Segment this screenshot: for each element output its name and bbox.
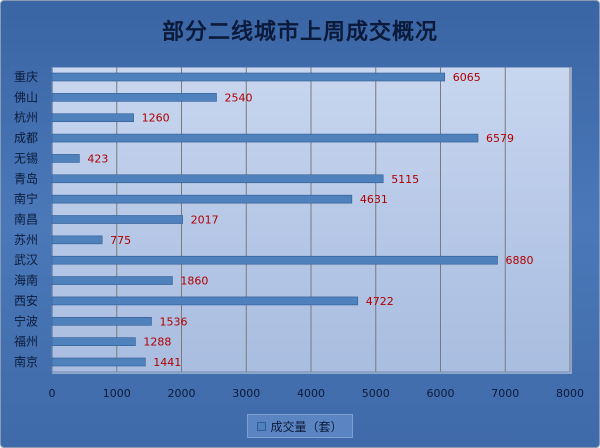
bar-重庆 — [51, 72, 446, 82]
x-tick-label-4000: 4000 — [297, 387, 325, 400]
x-tick-label-3000: 3000 — [232, 387, 260, 400]
data-label-西安: 4722 — [366, 295, 394, 308]
data-label-无锡: 423 — [87, 152, 108, 165]
category-label-福州: 福州 — [14, 334, 38, 349]
bar-佛山 — [51, 93, 217, 102]
category-label-重庆: 重庆 — [14, 70, 38, 84]
bar-南昌 — [51, 215, 183, 224]
data-label-南昌: 2017 — [191, 214, 219, 227]
bar-无锡 — [51, 154, 80, 163]
x-tick-label-1000: 1000 — [103, 387, 131, 400]
bar-西安 — [51, 296, 359, 306]
data-label-成都: 6579 — [486, 132, 514, 145]
category-label-海南: 海南 — [14, 273, 38, 288]
category-label-佛山: 佛山 — [14, 90, 38, 104]
bar-苏州 — [51, 235, 103, 245]
data-label-宁波: 1536 — [159, 315, 187, 328]
bar-南宁 — [51, 194, 353, 204]
data-label-杭州: 1260 — [142, 112, 170, 125]
legend-swatch — [257, 421, 267, 431]
category-label-武汉: 武汉 — [14, 253, 38, 267]
bar-杭州 — [51, 113, 134, 123]
bar-海南 — [51, 276, 173, 285]
legend: 成交量（套） — [247, 414, 353, 438]
data-label-福州: 1288 — [143, 336, 171, 349]
bar-宁波 — [51, 316, 152, 326]
bar-南京 — [51, 357, 146, 367]
category-label-杭州: 杭州 — [14, 110, 38, 125]
category-label-宁波: 宁波 — [14, 313, 38, 328]
x-tick-label-2000: 2000 — [168, 387, 196, 400]
data-label-海南: 1860 — [180, 275, 208, 288]
category-label-西安: 西安 — [14, 293, 38, 308]
chart-title: 部分二线城市上周成交概况 — [161, 20, 438, 45]
category-label-成都: 成都 — [14, 131, 38, 145]
data-label-苏州: 775 — [110, 234, 131, 247]
bar-福州 — [51, 337, 136, 346]
category-label-南宁: 南宁 — [14, 191, 38, 206]
data-label-青岛: 5115 — [391, 173, 419, 186]
data-label-南京: 1441 — [153, 356, 181, 369]
category-label-无锡: 无锡 — [14, 150, 38, 165]
bar-成都 — [51, 133, 479, 143]
category-label-苏州: 苏州 — [14, 233, 38, 247]
legend-label: 成交量（套） — [270, 419, 343, 434]
data-label-武汉: 6880 — [505, 254, 533, 267]
data-label-佛山: 2540 — [224, 91, 252, 104]
category-label-南京: 南京 — [14, 354, 38, 369]
x-tick-label-5000: 5000 — [362, 387, 390, 400]
bar-青岛 — [51, 174, 384, 184]
category-label-南昌: 南昌 — [14, 212, 38, 227]
data-label-重庆: 6065 — [453, 71, 481, 84]
x-tick-label-0: 0 — [49, 387, 56, 400]
data-label-南宁: 4631 — [360, 193, 388, 206]
x-tick-label-7000: 7000 — [491, 387, 519, 400]
category-label-青岛: 青岛 — [14, 171, 38, 186]
x-tick-label-8000: 8000 — [556, 387, 584, 400]
x-tick-label-6000: 6000 — [427, 387, 455, 400]
bar-武汉 — [51, 255, 498, 265]
